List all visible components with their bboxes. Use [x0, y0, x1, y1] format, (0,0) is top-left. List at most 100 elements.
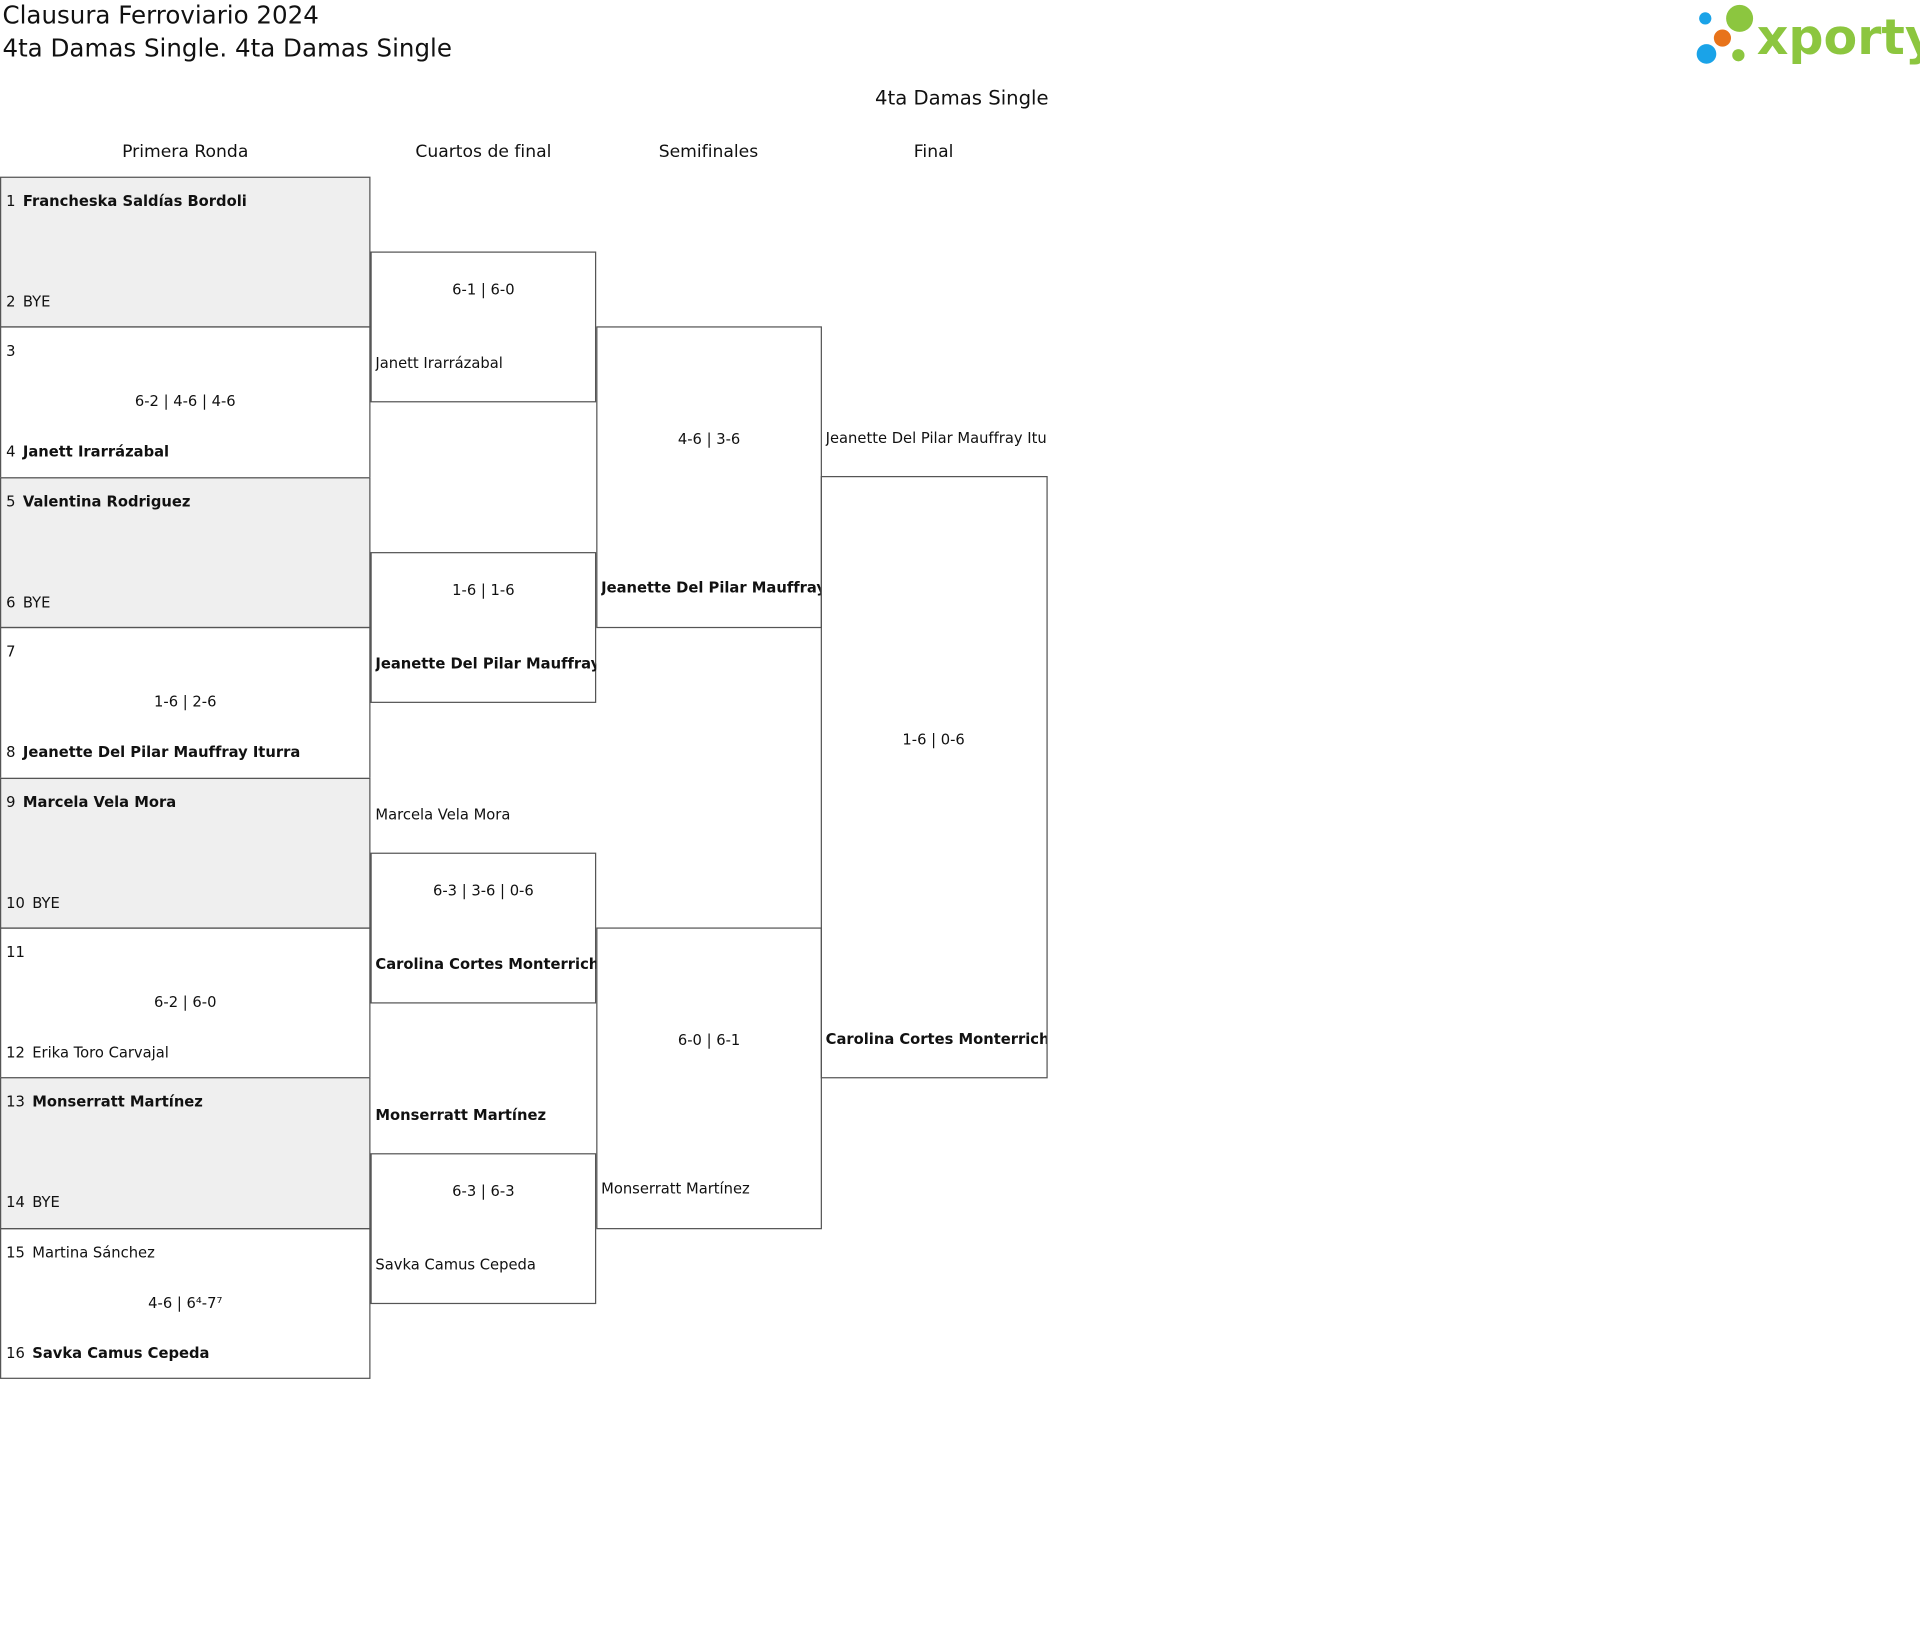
match-box: [0, 476, 371, 629]
player-line: 16 Savka Camus Cepeda: [6, 1342, 364, 1364]
player-name: Monserratt Martínez: [32, 1093, 203, 1111]
score: 1-6 | 0-6: [902, 731, 965, 749]
logo: xporty: [1696, 4, 1920, 66]
player-name: Monserratt Martínez: [601, 1180, 750, 1198]
bracket-title: 4ta Damas Single: [875, 85, 1049, 110]
seed: 7: [6, 643, 16, 661]
player-name: Jeanette Del Pilar Mauffray Iturra: [601, 579, 821, 597]
player-name: Carolina Cortes Monterrichard: [375, 955, 596, 973]
player-line: 6 BYE: [6, 591, 364, 613]
player-line: 13 Monserratt Martínez: [6, 1091, 364, 1113]
player-line: Jeanette Del Pilar Mauffray Iturra: [601, 577, 821, 599]
score: 1-6 | 1-6: [452, 581, 515, 599]
player-name: BYE: [32, 1194, 60, 1212]
score: 6-2 | 4-6 | 4-6: [134, 393, 236, 411]
logo-text: xporty: [1757, 8, 1920, 66]
player-line: Savka Camus Cepeda: [375, 1254, 596, 1276]
match-box: [370, 852, 597, 1004]
match-box: [820, 475, 1048, 1079]
round-header: Primera Ronda: [122, 142, 249, 162]
player-name: BYE: [22, 593, 51, 611]
player-line: Monserratt Martínez: [375, 1104, 596, 1126]
seed: 4: [6, 443, 16, 461]
player-line: 2 BYE: [6, 291, 364, 313]
seed: 12: [6, 1044, 25, 1062]
seed: 13: [6, 1093, 25, 1111]
player-line: Monserratt Martínez: [601, 1178, 821, 1200]
seed: 1: [6, 192, 16, 210]
player-line: Jeanette Del Pilar Mauffray Iturra: [375, 653, 596, 675]
logo-dot: [1699, 12, 1712, 25]
player-name: Monserratt Martínez: [375, 1106, 547, 1124]
score: 1-6 | 2-6: [154, 693, 217, 711]
player-line: 1 Francheska Saldías Bordoli: [6, 190, 364, 212]
score: 6-1 | 6-0: [452, 280, 515, 299]
match-box: [370, 251, 597, 403]
match-box: [0, 1077, 371, 1229]
player-line: 12 Erika Toro Carvajal: [6, 1042, 364, 1064]
player-name: Janett Irarrázabal: [22, 443, 170, 461]
player-line: 11: [6, 941, 364, 963]
logo-dot: [1732, 49, 1745, 62]
logo-dot: [1696, 44, 1717, 64]
player-name: Marcela Vela Mora: [375, 806, 511, 824]
player-name: Erika Toro Carvajal: [32, 1044, 169, 1062]
player-line: 10 BYE: [6, 891, 364, 913]
seed: 6: [6, 593, 16, 611]
player-line: 3: [6, 340, 364, 362]
score: 6-3 | 6-3: [452, 1182, 515, 1200]
seed: 3: [6, 342, 16, 360]
page-subtitle: 4ta Damas Single. 4ta Damas Single: [2, 33, 452, 63]
match-box: [0, 1227, 371, 1380]
player-name: Jeanette Del Pilar Mauffray Iturra: [825, 429, 1047, 447]
seed: 10: [6, 893, 25, 912]
player-line: Janett Irarrázabal: [375, 352, 596, 374]
seed: 14: [6, 1194, 25, 1212]
player-name: Jeanette Del Pilar Mauffray Iturra: [375, 655, 597, 673]
seed: 16: [6, 1344, 25, 1362]
player-name: Carolina Cortes Monterrichard: [825, 1030, 1047, 1048]
player-line: 4 Janett Irarrázabal: [6, 441, 364, 463]
score: 6-3 | 3-6 | 0-6: [432, 882, 534, 900]
player-line: Jeanette Del Pilar Mauffray Iturra: [826, 427, 1047, 449]
score: 4-6 | 3-6: [677, 430, 741, 448]
player-line: Carolina Cortes Monterrichard: [826, 1028, 1047, 1050]
player-name: Valentina Rodriguez: [22, 492, 191, 511]
match-box: [0, 777, 371, 929]
player-name: BYE: [22, 293, 51, 311]
player-line: 5 Valentina Rodriguez: [6, 490, 364, 512]
player-line: 15 Martina Sánchez: [6, 1241, 364, 1263]
player-name: Janett Irarrázabal: [375, 354, 503, 372]
score: 6-0 | 6-1: [677, 1031, 741, 1049]
page-title: Clausura Ferroviario 2024: [2, 0, 319, 30]
player-name: BYE: [32, 893, 60, 912]
player-name: Jeanette Del Pilar Mauffray Iturra: [22, 743, 301, 761]
player-name: Savka Camus Cepeda: [375, 1256, 536, 1274]
round-header: Semifinales: [658, 142, 759, 162]
seed: 11: [6, 943, 25, 961]
round-header: Cuartos de final: [415, 142, 552, 162]
seed: 8: [6, 743, 16, 761]
player-line: 8 Jeanette Del Pilar Mauffray Iturra: [6, 741, 364, 763]
player-name: Martina Sánchez: [32, 1243, 155, 1261]
match-box: [596, 927, 822, 1230]
seed: 9: [6, 793, 16, 811]
match-box: [370, 552, 597, 703]
player-line: 9 Marcela Vela Mora: [6, 791, 364, 813]
match-box: [370, 1153, 597, 1305]
round-header: Final: [913, 142, 954, 162]
player-line: Marcela Vela Mora: [375, 804, 596, 826]
match-box: [0, 176, 371, 329]
logo-dot: [1726, 4, 1754, 32]
player-name: Francheska Saldías Bordoli: [22, 192, 247, 210]
player-name: Savka Camus Cepeda: [32, 1344, 210, 1362]
logo-dot: [1713, 29, 1732, 47]
player-name: Marcela Vela Mora: [22, 793, 177, 811]
player-line: 14 BYE: [6, 1192, 364, 1214]
seed: 5: [6, 492, 16, 511]
player-line: Carolina Cortes Monterrichard: [375, 953, 596, 975]
score: 6-2 | 6-0: [154, 993, 217, 1011]
seed: 2: [6, 293, 16, 311]
